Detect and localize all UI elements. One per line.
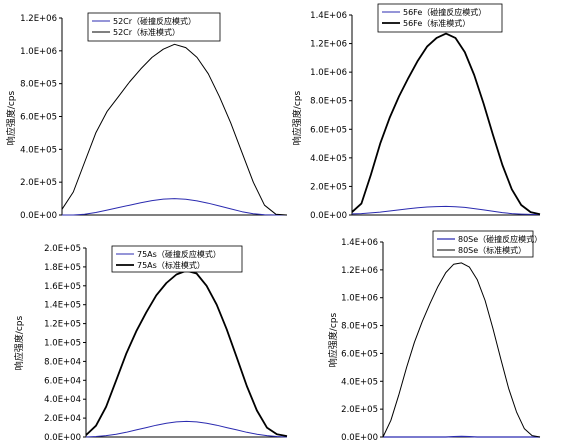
- y-tick-label: 8.0E+05: [20, 80, 57, 90]
- legend-box: [111, 245, 243, 273]
- legend-label: 56Fe（碰撞反应模式）: [403, 7, 486, 17]
- y-tick-label: 8.0E+04: [44, 357, 81, 367]
- legend-label: 52Cr（标准模式）: [113, 27, 180, 37]
- legend-box: [432, 230, 534, 258]
- y-tick-label: 1.2E+06: [20, 14, 57, 24]
- legend-label: 56Fe（标准模式）: [403, 18, 470, 28]
- series-line-2: [85, 269, 288, 437]
- y-tick-label: 1.0E+06: [341, 294, 378, 304]
- y-axis-title: 响应强度/cps: [5, 91, 17, 146]
- y-tick-label: 1.4E+05: [44, 301, 81, 311]
- series-line-1: [85, 420, 288, 438]
- y-tick-label: 1.8E+05: [44, 263, 81, 273]
- y-tick-label: 8.0E+05: [310, 97, 347, 107]
- series-line-1: [383, 435, 540, 438]
- y-tick-label: 1.0E+06: [310, 68, 347, 78]
- y-tick-label: 4.0E+05: [310, 154, 347, 164]
- y-tick-label: 1.0E+05: [44, 339, 81, 349]
- y-tick-label: 1.2E+06: [341, 266, 378, 276]
- chart-panel-3: 0.0E+00 2.0E+04 4.0E+04 6.0E+04 8.0E+04 1.0E+…: [13, 244, 288, 443]
- series-line-2: [61, 43, 288, 216]
- y-tick-label: 1.6E+05: [44, 282, 81, 292]
- legend-label: 80Se（碰撞反应模式）: [458, 234, 542, 244]
- y-axis-title: 响应强度/cps: [291, 91, 303, 146]
- y-axis-title: 响应强度/cps: [327, 313, 339, 368]
- chart-panel-2: 0.0E+00 2.0E+05 4.0E+05 6.0E+05 8.0E+05 1.0E+…: [291, 3, 541, 221]
- y-tick-label: 2.0E+05: [20, 178, 57, 188]
- y-tick-label: 0.0E+00: [310, 211, 347, 221]
- y-tick-label: 4.0E+05: [341, 377, 378, 387]
- y-tick-label: 8.0E+05: [341, 322, 378, 332]
- series-line-2: [382, 262, 541, 438]
- chart-panel-1: 0.0E+00 2.0E+05 4.0E+05 6.0E+05 8.0E+05 1.0E+…: [5, 12, 288, 221]
- legend-label: 75As（碰撞反应模式）: [137, 249, 221, 259]
- y-tick-label: 1.4E+06: [341, 238, 378, 248]
- y-tick-label: 1.4E+06: [310, 11, 347, 21]
- y-tick-label: 2.0E+04: [44, 414, 81, 424]
- y-tick-label: 0.0E+00: [341, 433, 378, 443]
- y-tick-label: 1.0E+06: [20, 47, 57, 57]
- legend-label: 75As（标准模式）: [137, 260, 205, 270]
- y-tick-label: 2.0E+05: [341, 405, 378, 415]
- y-tick-label: 0.0E+00: [20, 211, 57, 221]
- series-line-1: [351, 205, 541, 216]
- y-tick-label: 6.0E+05: [310, 125, 347, 135]
- y-tick-label: 4.0E+05: [20, 145, 57, 155]
- y-tick-label: 2.0E+05: [44, 244, 81, 254]
- legend-label: 52Cr（碰撞反应模式）: [113, 16, 196, 26]
- y-axis-title: 响应强度/cps: [13, 316, 25, 371]
- y-tick-label: 1.2E+06: [310, 40, 347, 50]
- legend-label: 80Se（标准模式）: [458, 245, 526, 255]
- y-tick-label: 0.0E+00: [44, 433, 81, 443]
- series-line-1: [62, 198, 287, 216]
- chart-panel-4: 0.0E+00 2.0E+05 4.0E+05 6.0E+05 8.0E+05 1.0E+…: [327, 230, 542, 443]
- y-tick-label: 6.0E+04: [44, 376, 81, 386]
- y-tick-label: 6.0E+05: [20, 113, 57, 123]
- y-tick-label: 4.0E+04: [44, 395, 81, 405]
- legend-box: [377, 3, 503, 33]
- y-tick-label: 1.2E+05: [44, 320, 81, 330]
- y-tick-label: 6.0E+05: [341, 349, 378, 359]
- legend-box: [87, 12, 221, 42]
- y-tick-label: 2.0E+05: [310, 182, 347, 192]
- series-line-2: [351, 32, 541, 216]
